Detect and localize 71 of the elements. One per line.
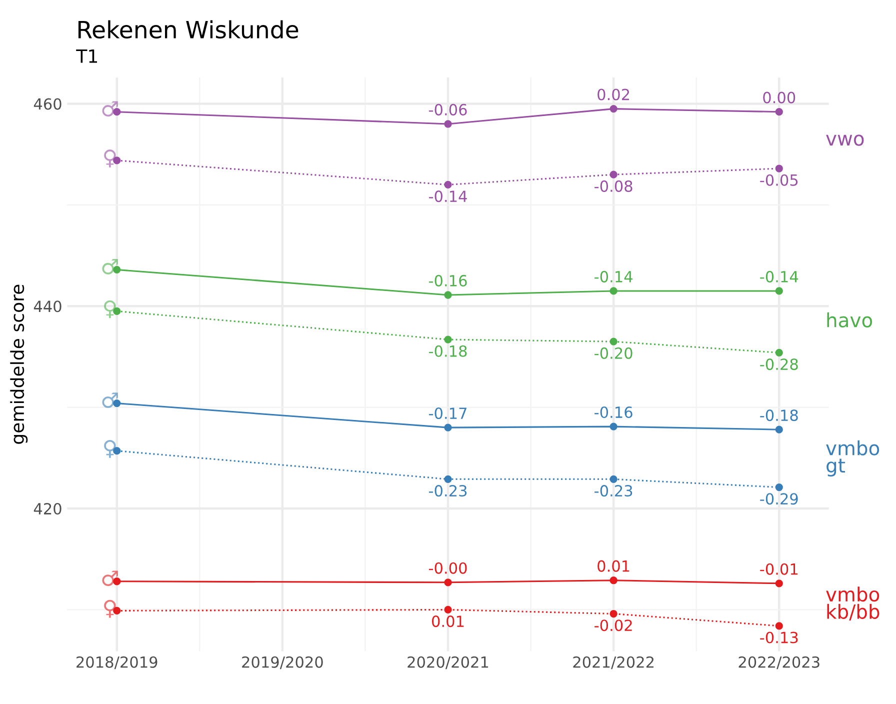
point: [444, 606, 452, 614]
y-tick-label: 420: [34, 502, 62, 515]
x-tick-label: 2020/2021: [408, 656, 488, 670]
annotation: -0.14: [760, 270, 798, 282]
point: [775, 348, 783, 357]
annotation: -0.29: [760, 493, 798, 505]
y-axis-title: gemiddelde score: [10, 284, 28, 444]
annotation: -0.28: [760, 358, 798, 370]
annotation: ♂: [102, 570, 118, 586]
point: [444, 475, 452, 483]
annotation: -0.00: [428, 562, 467, 574]
point: [610, 576, 618, 584]
annotation: -0.06: [428, 104, 467, 116]
annotation: 0.01: [432, 616, 464, 628]
point: [775, 164, 783, 172]
point: [610, 610, 618, 618]
annotation: -0.14: [428, 190, 467, 202]
x-tick-label: 2021/2022: [573, 656, 654, 670]
point: [610, 287, 618, 295]
point: [775, 287, 783, 295]
annotation: -0.16: [428, 274, 467, 286]
annotation: -0.08: [594, 180, 632, 192]
annotation: -0.16: [594, 406, 632, 418]
y-tick-label: 440: [34, 300, 62, 312]
point: [444, 120, 452, 128]
point: [444, 424, 452, 432]
annotation: ♂: [102, 259, 118, 274]
point: [444, 578, 452, 586]
text: vmbo gt: [826, 440, 880, 477]
point: [610, 104, 618, 113]
point: [444, 336, 452, 344]
annotation: ♀: [104, 150, 116, 168]
annotation: -0.05: [760, 174, 798, 186]
text: vmbo kb/bb: [826, 586, 880, 620]
point: [775, 622, 783, 630]
annotation: 0.01: [598, 560, 630, 572]
x-tick-label: 2022/2023: [738, 656, 820, 670]
annotation: -0.18: [428, 345, 467, 357]
x-tick-label: 2018/2019: [76, 656, 158, 670]
annotation: 0.00: [763, 92, 796, 104]
annotation: -0.20: [594, 347, 632, 359]
y-tick-label: 460: [34, 98, 62, 110]
annotation: ♀: [104, 440, 116, 458]
point: [775, 483, 783, 492]
annotation: -0.01: [760, 563, 798, 575]
annotation: -0.02: [594, 620, 632, 632]
point: [610, 422, 618, 430]
point: [610, 170, 618, 178]
point: [775, 580, 783, 588]
annotation: ♀: [104, 300, 116, 318]
annotation: -0.13: [760, 632, 798, 644]
x-tick-label: 2019/2020: [242, 656, 323, 670]
annotation: ♀: [104, 600, 116, 618]
chart-subtitle: T1: [76, 50, 98, 63]
chart-title: Rekenen Wiskunde: [78, 20, 298, 39]
annotation: -0.23: [594, 485, 632, 497]
text: havo: [827, 312, 872, 328]
annotation: -0.23: [428, 485, 467, 497]
annotation: -0.14: [594, 270, 632, 282]
point: [775, 108, 783, 116]
point: [444, 180, 452, 189]
text: vwo: [826, 134, 864, 146]
point: [610, 475, 618, 483]
annotation: ♂: [102, 392, 118, 408]
annotation: ♂: [102, 101, 118, 116]
point: [775, 426, 783, 434]
annotation: -0.17: [428, 407, 466, 420]
annotation: -0.18: [760, 410, 798, 422]
annotation: 0.02: [598, 88, 630, 100]
point: [610, 338, 618, 346]
point: [444, 291, 452, 299]
